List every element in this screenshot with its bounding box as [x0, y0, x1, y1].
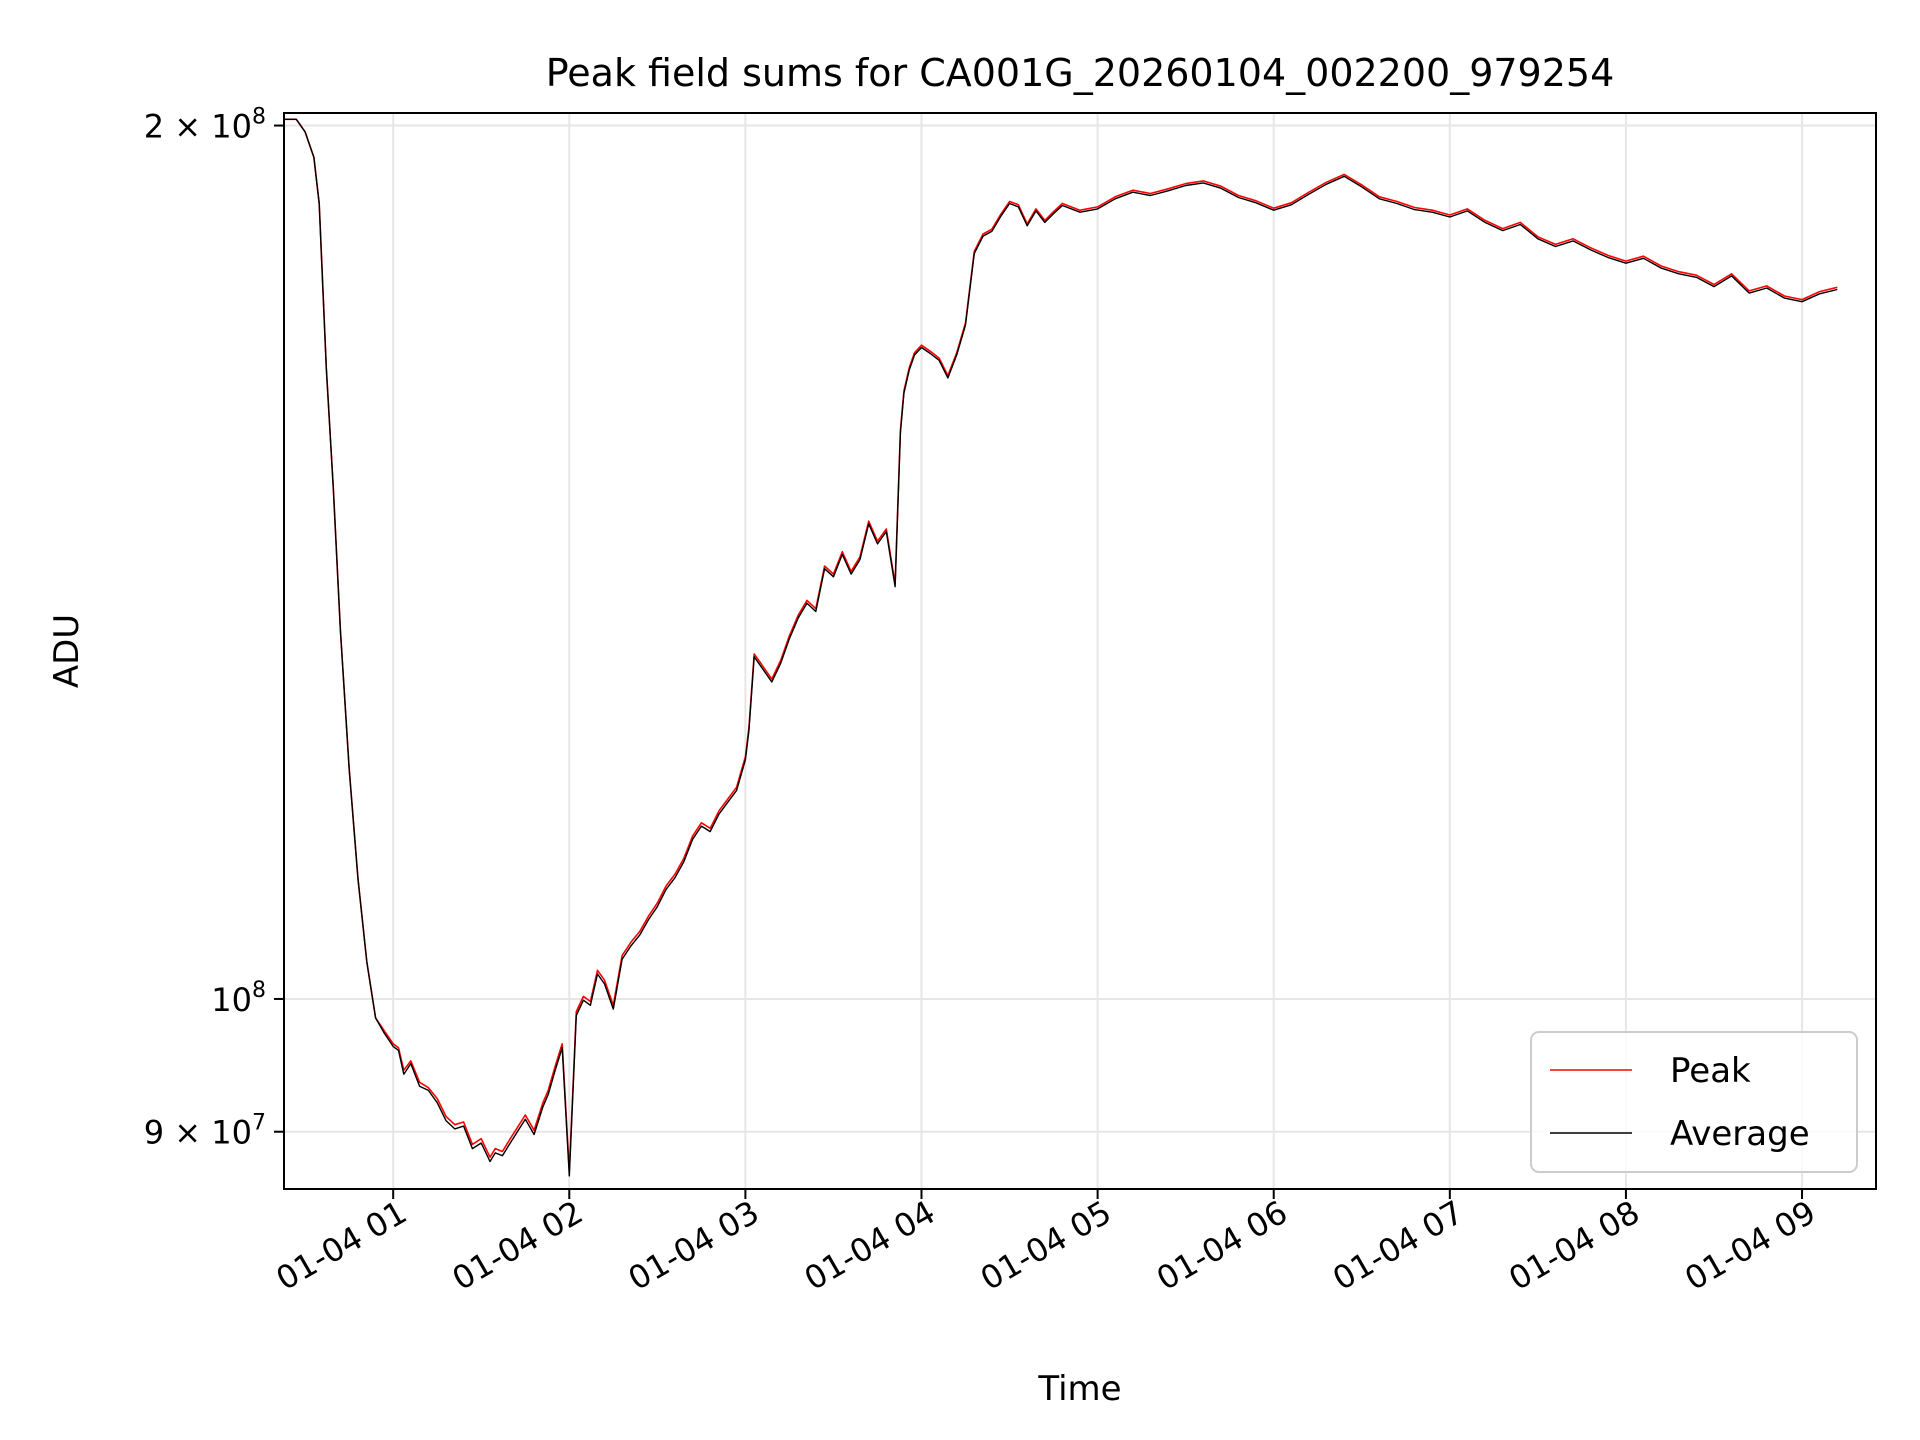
- y-tick-label: 2 × 108: [144, 105, 266, 146]
- y-tick-label: 108: [211, 978, 266, 1019]
- y-axis-label: ADU: [47, 614, 87, 688]
- x-axis-label: Time: [1037, 1369, 1121, 1409]
- legend-box: [1530, 1031, 1858, 1173]
- series-layer: [284, 118, 1838, 1177]
- legend-label-average: Average: [1670, 1114, 1810, 1154]
- legend: Peak Average: [1530, 1031, 1858, 1173]
- y-tick-label: 9 × 107: [144, 1111, 266, 1152]
- legend-label-peak: Peak: [1670, 1051, 1751, 1091]
- series-line-average: [284, 118, 1838, 1177]
- chart-title: Peak field sums for CA001G_20260104_0022…: [546, 51, 1615, 95]
- series-line-peak: [284, 118, 1838, 1173]
- plot-frame: [283, 112, 1877, 1190]
- y-axis-ticks: 9 × 107 108 2 × 108: [144, 105, 284, 1152]
